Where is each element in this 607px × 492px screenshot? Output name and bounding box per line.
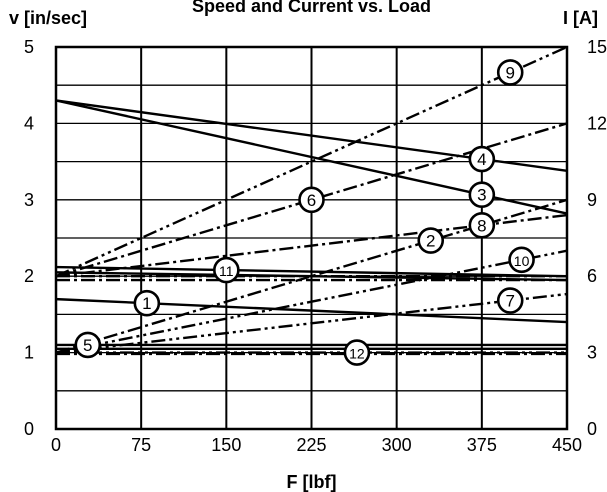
marker-circle (468, 181, 496, 209)
marker-circle (496, 59, 524, 86)
marker-circle (133, 289, 161, 317)
marker-circle (508, 246, 535, 274)
y-left-tick-label: 1 (24, 343, 34, 363)
marker-label: 8 (477, 216, 486, 235)
y-axis-right-label: I [A] (563, 8, 598, 28)
y-right-tick-label: 0 (587, 419, 597, 439)
series-marker-9: 9 (496, 59, 524, 86)
marker-circle (496, 287, 524, 314)
x-tick-label: 450 (552, 435, 582, 455)
marker-circle (468, 211, 496, 239)
y-right-tick-label: 3 (587, 343, 597, 363)
marker-label: 3 (477, 186, 486, 205)
series-marker-7: 7 (496, 287, 524, 314)
x-axis-label: F [lbf] (287, 472, 337, 492)
x-tick-label: 150 (211, 435, 241, 455)
marker-label: 7 (505, 292, 514, 311)
y-left-tick-label: 5 (24, 37, 34, 57)
y-right-tick-label: 6 (587, 266, 597, 286)
y-left-tick-label: 2 (24, 266, 34, 286)
marker-circle (74, 331, 102, 359)
marker-circle (343, 339, 371, 366)
marker-label: 10 (514, 253, 530, 269)
series-line-10 (55, 249, 568, 354)
y-left-tick-label: 4 (24, 113, 34, 133)
series-marker-5: 5 (74, 331, 102, 359)
marker-label: 12 (349, 346, 365, 362)
chart-title: Speed and Current vs. Load (192, 0, 431, 16)
x-tick-label: 75 (131, 435, 151, 455)
marker-label: 6 (307, 191, 316, 210)
y-right-tick-label: 9 (587, 190, 597, 210)
series-marker-4: 4 (468, 145, 496, 173)
marker-label: 1 (142, 294, 151, 313)
marker-label: 5 (83, 336, 92, 355)
series-marker-2: 2 (417, 227, 445, 254)
series-marker-3: 3 (468, 181, 496, 209)
y-left-tick-label: 0 (24, 419, 34, 439)
series-marker-10: 10 (508, 246, 535, 274)
marker-circle (213, 256, 240, 284)
y-left-tick-label: 3 (24, 190, 34, 210)
marker-circle (298, 186, 325, 214)
marker-label: 4 (477, 150, 486, 169)
x-tick-label: 0 (51, 435, 61, 455)
series-marker-11: 11 (213, 256, 240, 284)
x-tick-label: 225 (296, 435, 326, 455)
series-line-7 (55, 292, 568, 354)
plot-frame (54, 45, 569, 431)
x-tick-label: 375 (467, 435, 497, 455)
marker-label: 2 (426, 232, 435, 251)
series-line-11 (55, 265, 568, 278)
series-marker-1: 1 (133, 289, 161, 317)
series-marker-8: 8 (468, 211, 496, 239)
marker-circle (417, 227, 445, 254)
marker-label: 9 (505, 63, 514, 82)
series-marker-6: 6 (298, 186, 325, 214)
series-marker-12: 12 (343, 339, 371, 366)
y-right-tick-label: 15 (587, 37, 607, 57)
y-right-tick-label: 12 (587, 113, 607, 133)
marker-circle (468, 145, 496, 173)
x-tick-label: 300 (382, 435, 412, 455)
series-line-9 (55, 45, 568, 278)
marker-label: 11 (219, 263, 234, 279)
grid (56, 47, 567, 429)
y-axis-left-label: v [in/sec] (9, 8, 87, 28)
